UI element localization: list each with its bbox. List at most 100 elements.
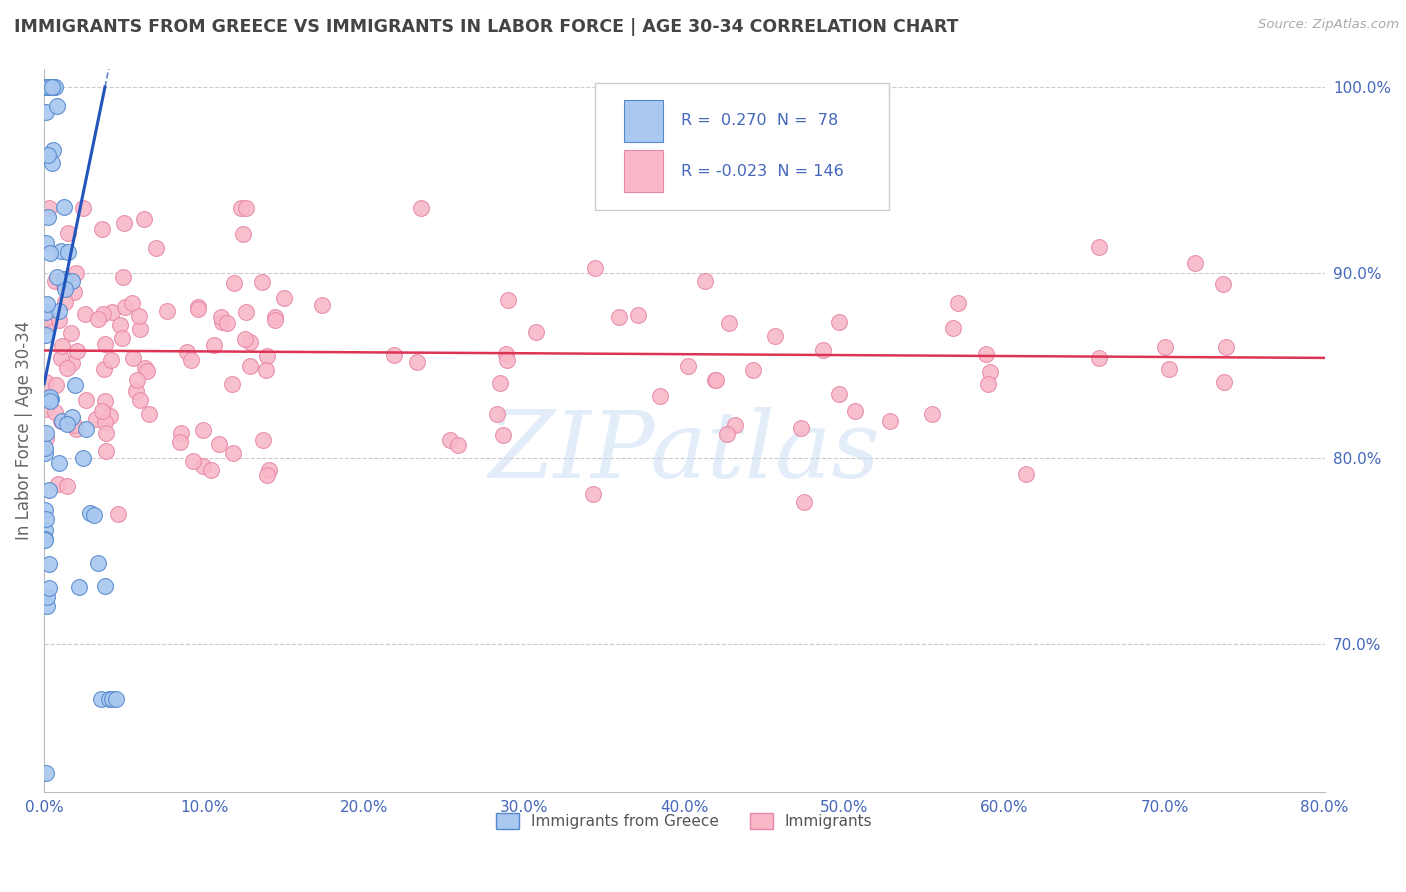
- Point: [52, 200, 75, 214]
- Point: [86, 556, 108, 570]
- Point: [1215, 340, 1237, 354]
- Point: [48, 313, 70, 327]
- Point: [121, 296, 143, 310]
- Point: [53, 278, 76, 293]
- Point: [238, 334, 260, 349]
- Point: [235, 332, 257, 346]
- Point: [35, 402, 58, 417]
- Point: [716, 426, 738, 441]
- Point: [44, 274, 66, 288]
- Point: [138, 407, 160, 421]
- Point: [231, 201, 253, 215]
- Point: [180, 353, 202, 368]
- Point: [48, 304, 70, 318]
- Point: [45, 378, 67, 392]
- Point: [41, 80, 63, 95]
- Text: R = -0.023  N = 146: R = -0.023 N = 146: [681, 164, 844, 178]
- Point: [492, 428, 515, 442]
- Point: [46, 270, 69, 285]
- Point: [94, 415, 117, 429]
- Point: [86, 312, 108, 326]
- Point: [156, 303, 179, 318]
- Point: [208, 437, 231, 451]
- Point: [60, 274, 83, 288]
- Point: [191, 459, 214, 474]
- Point: [44, 80, 66, 95]
- Point: [38, 483, 60, 497]
- Point: [107, 507, 129, 521]
- Point: [56, 479, 79, 493]
- Point: [34, 445, 56, 459]
- Point: [382, 348, 405, 362]
- Point: [37, 392, 59, 406]
- Point: [496, 293, 519, 307]
- Point: [38, 80, 60, 95]
- Point: [811, 343, 834, 358]
- Point: [37, 210, 59, 224]
- Point: [42, 143, 65, 157]
- Point: [37, 590, 59, 604]
- Point: [51, 339, 73, 353]
- Point: [145, 241, 167, 255]
- Point: [58, 226, 80, 240]
- Point: [34, 523, 56, 537]
- Point: [53, 282, 76, 296]
- Point: [34, 503, 56, 517]
- FancyBboxPatch shape: [624, 100, 662, 142]
- Point: [93, 307, 115, 321]
- Point: [409, 201, 432, 215]
- Point: [35, 296, 58, 310]
- Point: [235, 201, 257, 215]
- Point: [65, 422, 87, 436]
- Point: [38, 581, 60, 595]
- Point: [486, 407, 509, 421]
- Point: [695, 274, 717, 288]
- Point: [105, 692, 128, 706]
- Point: [75, 307, 97, 321]
- Text: IMMIGRANTS FROM GREECE VS IMMIGRANTS IN LABOR FORCE | AGE 30-34 CORRELATION CHAR: IMMIGRANTS FROM GREECE VS IMMIGRANTS IN …: [14, 18, 959, 36]
- Point: [252, 433, 274, 447]
- Point: [53, 272, 76, 286]
- Point: [34, 532, 56, 546]
- Point: [94, 579, 117, 593]
- Point: [406, 354, 429, 368]
- Point: [259, 463, 281, 477]
- Point: [39, 245, 62, 260]
- Text: Source: ZipAtlas.com: Source: ZipAtlas.com: [1258, 18, 1399, 31]
- Point: [977, 377, 1000, 392]
- Point: [221, 376, 243, 391]
- Point: [447, 437, 470, 451]
- Point: [67, 580, 90, 594]
- Point: [90, 692, 112, 706]
- Point: [55, 417, 77, 431]
- Point: [200, 463, 222, 477]
- Point: [35, 425, 58, 440]
- Point: [121, 351, 143, 365]
- Point: [44, 405, 66, 419]
- Point: [844, 404, 866, 418]
- Point: [93, 337, 115, 351]
- Point: [79, 506, 101, 520]
- Point: [256, 468, 278, 483]
- Point: [45, 99, 67, 113]
- Point: [101, 692, 124, 706]
- Point: [65, 266, 87, 280]
- Point: [1088, 351, 1111, 366]
- Point: [202, 338, 225, 352]
- Point: [1213, 376, 1236, 390]
- Point: [63, 417, 86, 432]
- Point: [1212, 277, 1234, 292]
- Point: [742, 363, 765, 377]
- Point: [42, 80, 65, 95]
- Point: [35, 511, 58, 525]
- Point: [704, 373, 727, 387]
- Point: [706, 373, 728, 387]
- Point: [583, 261, 606, 276]
- Point: [224, 276, 246, 290]
- Point: [235, 305, 257, 319]
- Point: [256, 349, 278, 363]
- Point: [35, 375, 58, 389]
- Point: [217, 316, 239, 330]
- Point: [191, 423, 214, 437]
- Point: [942, 320, 965, 334]
